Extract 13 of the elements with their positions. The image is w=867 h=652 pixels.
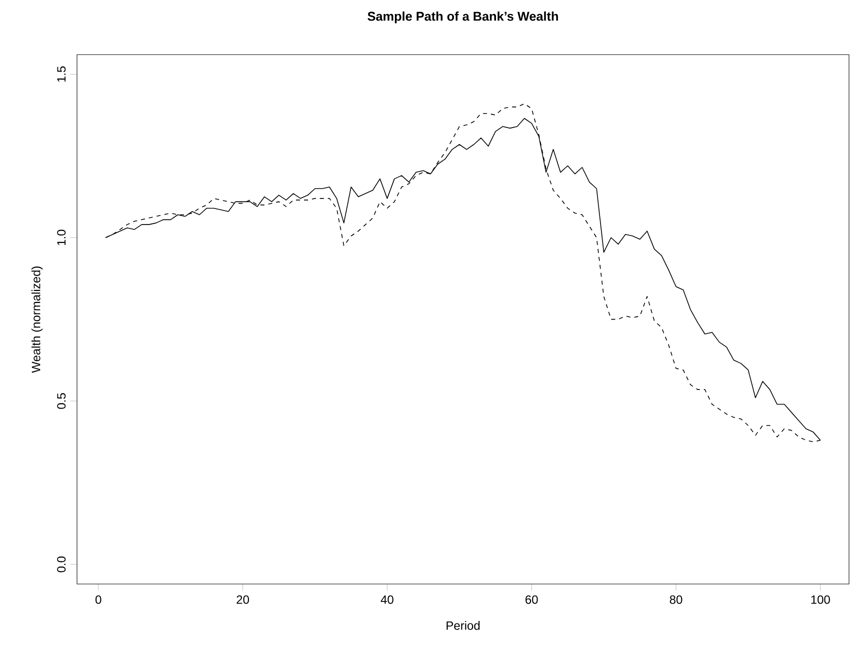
x-tick-label: 100 [811, 595, 830, 604]
x-tick-label: 80 [670, 595, 682, 604]
x-tick-label: 40 [380, 595, 394, 604]
y-axis-title: Wealth (normalized) [31, 266, 43, 373]
x-axis-title: Period [446, 621, 480, 630]
y-tick-label: 1.5 [57, 66, 66, 82]
x-tick-label: 60 [526, 595, 538, 604]
x-tick-label: 20 [236, 595, 249, 604]
x-tick-label: 0 [96, 595, 102, 604]
y-tick-label: 0.0 [57, 556, 66, 572]
chart-title: Sample Path of a Bank’s Wealth [368, 11, 558, 24]
y-tick-label: 1.0 [57, 230, 66, 246]
y-tick-label: 0.5 [57, 393, 66, 409]
